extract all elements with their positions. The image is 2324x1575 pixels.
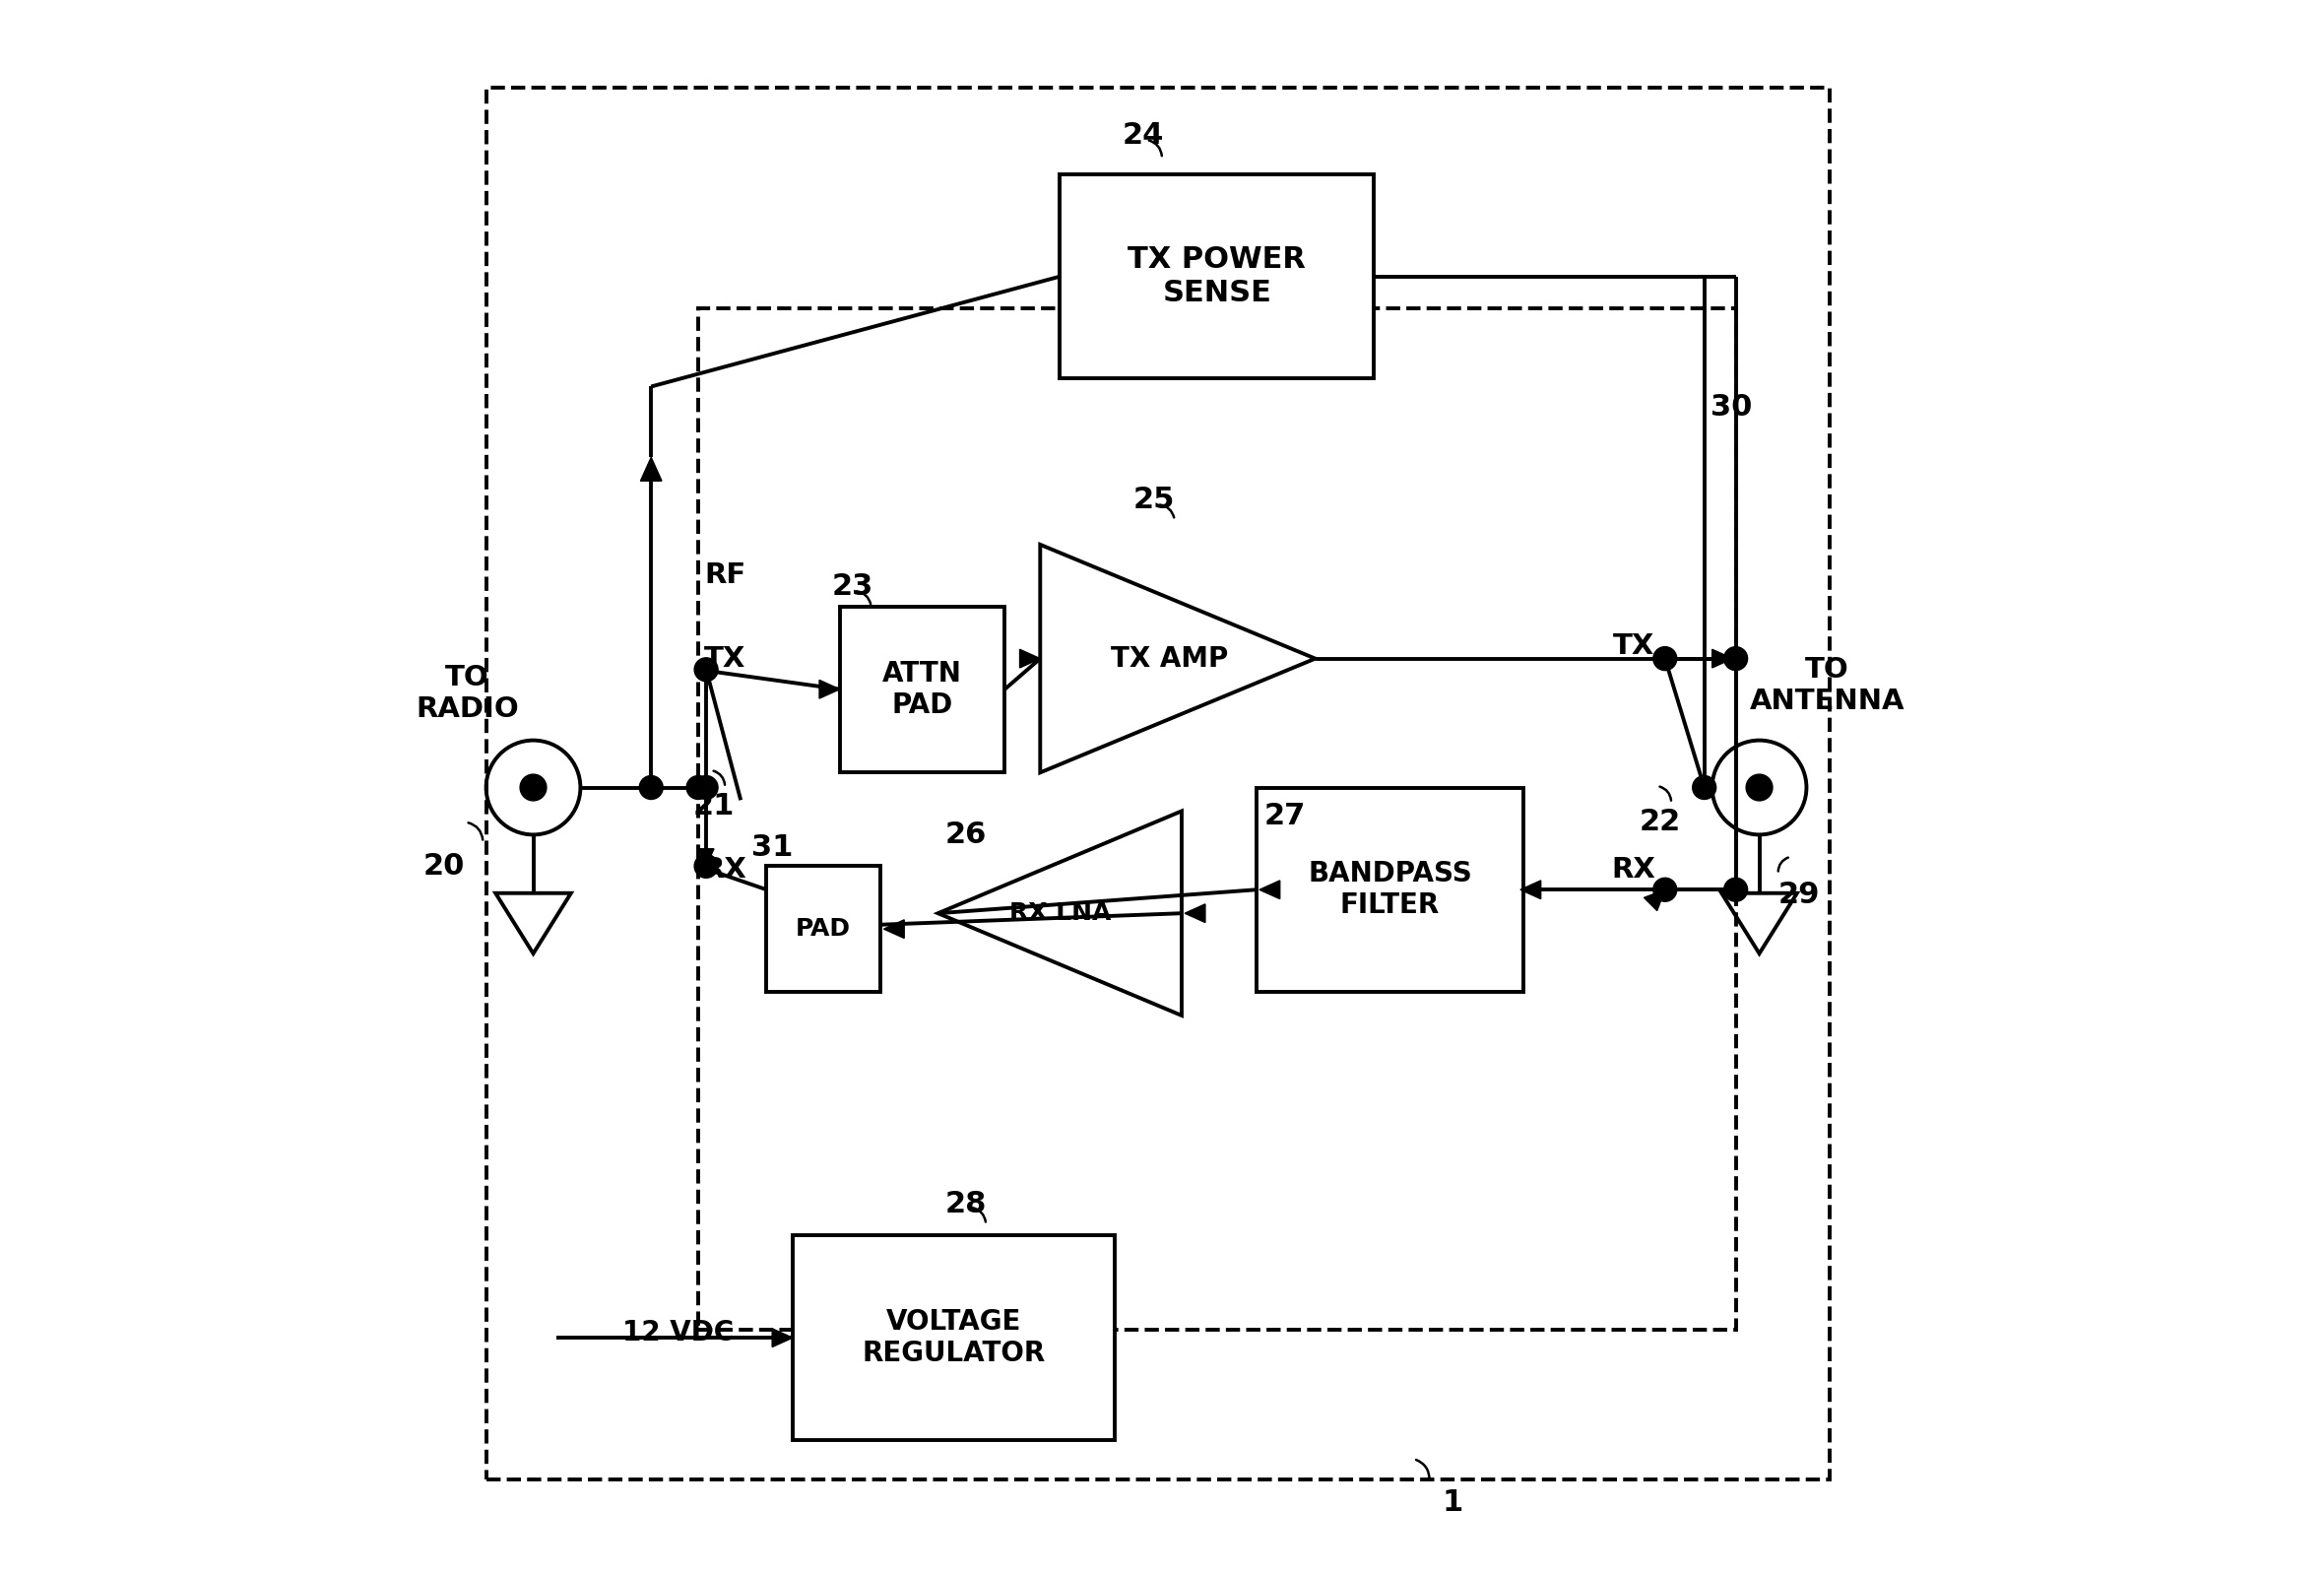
Circle shape	[1652, 647, 1678, 671]
Bar	[839, 606, 1004, 772]
Polygon shape	[1260, 880, 1281, 899]
Text: RF: RF	[704, 561, 746, 589]
Text: VOLTAGE
REGULATOR: VOLTAGE REGULATOR	[862, 1309, 1046, 1367]
Bar	[792, 1236, 1116, 1440]
Circle shape	[521, 775, 546, 800]
Text: 30: 30	[1710, 392, 1752, 421]
Circle shape	[1745, 775, 1773, 800]
Text: 27: 27	[1264, 802, 1306, 830]
Text: PAD: PAD	[795, 917, 851, 940]
Text: 24: 24	[1122, 121, 1164, 150]
Text: 21: 21	[693, 792, 734, 821]
Text: 22: 22	[1638, 808, 1680, 836]
Text: 20: 20	[423, 852, 465, 880]
Circle shape	[695, 854, 718, 877]
Text: RX LNA: RX LNA	[1009, 901, 1111, 925]
Text: 1: 1	[1443, 1488, 1464, 1517]
Circle shape	[1724, 647, 1748, 671]
Circle shape	[695, 776, 718, 799]
Text: 31: 31	[751, 833, 792, 862]
Polygon shape	[641, 457, 662, 480]
Circle shape	[1724, 877, 1748, 901]
Text: 28: 28	[944, 1189, 985, 1219]
Circle shape	[639, 776, 662, 799]
Text: 29: 29	[1778, 880, 1820, 909]
Text: 26: 26	[944, 821, 985, 849]
Text: TX AMP: TX AMP	[1111, 644, 1229, 673]
Polygon shape	[772, 1329, 792, 1347]
Text: ATTN
PAD: ATTN PAD	[883, 660, 962, 718]
Polygon shape	[1643, 890, 1664, 910]
Bar	[1060, 175, 1373, 378]
Text: 23: 23	[832, 572, 874, 600]
Bar	[486, 88, 1829, 1479]
Polygon shape	[700, 849, 713, 866]
Text: TX POWER
SENSE: TX POWER SENSE	[1127, 246, 1306, 307]
Text: TO
ANTENNA: TO ANTENNA	[1750, 655, 1903, 715]
Bar	[767, 866, 881, 992]
Bar	[697, 309, 1736, 1329]
Text: TX: TX	[1613, 632, 1655, 660]
Text: TX: TX	[704, 644, 746, 673]
Polygon shape	[1020, 649, 1041, 668]
Bar	[1257, 788, 1525, 992]
Text: RX: RX	[1611, 855, 1655, 884]
Polygon shape	[1185, 904, 1206, 923]
Text: BANDPASS
FILTER: BANDPASS FILTER	[1308, 860, 1471, 920]
Circle shape	[686, 776, 711, 799]
Polygon shape	[883, 920, 904, 939]
Circle shape	[695, 658, 718, 682]
Circle shape	[1692, 776, 1715, 799]
Text: 12 VDC: 12 VDC	[623, 1320, 734, 1347]
Polygon shape	[820, 680, 839, 698]
Text: TO
RADIO: TO RADIO	[416, 663, 518, 723]
Text: 25: 25	[1134, 485, 1176, 513]
Polygon shape	[1713, 649, 1734, 668]
Text: RX: RX	[702, 855, 746, 884]
Circle shape	[1652, 877, 1678, 901]
Polygon shape	[1520, 880, 1541, 899]
